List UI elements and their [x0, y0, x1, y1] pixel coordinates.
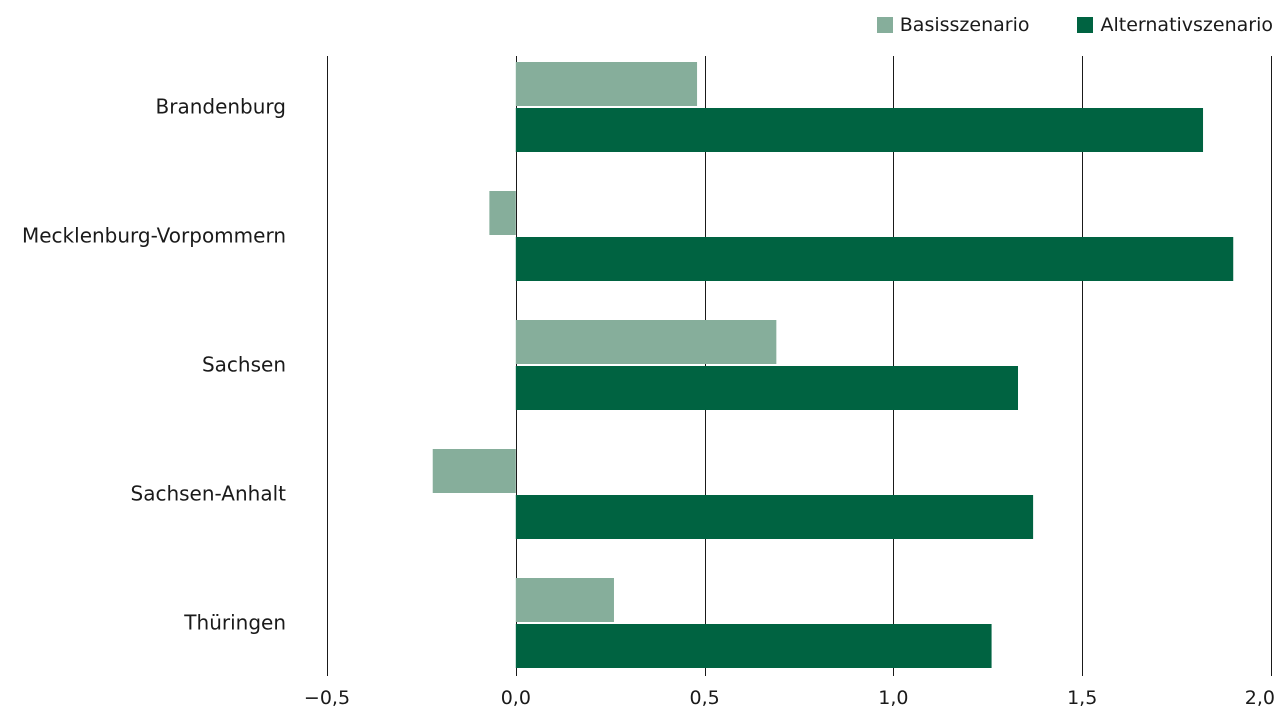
category-label-4: Thüringen — [183, 611, 286, 635]
bar-alternativ-2 — [515, 366, 1019, 410]
legend-label-basisszenario: Basisszenario — [899, 14, 1030, 36]
bar-basis-0 — [515, 62, 698, 106]
x-tick-label-4: 1,5 — [1067, 687, 1097, 709]
category-label-2: Sachsen — [202, 353, 286, 377]
category-label-0: Brandenburg — [156, 95, 287, 119]
category-label-3: Sachsen-Anhalt — [131, 482, 287, 506]
bar-basis-3 — [432, 449, 516, 493]
legend-label-alternativszenario: Alternativszenario — [1100, 14, 1273, 36]
bar-basis-1 — [489, 191, 516, 235]
x-tick-label-2: 0,5 — [689, 687, 719, 709]
x-tick-label-1: 0,0 — [501, 687, 531, 709]
chart-legend: Basisszenario Alternativszenario — [876, 14, 1273, 36]
legend-swatch-basisszenario — [876, 17, 893, 33]
bar-alternativ-1 — [515, 237, 1234, 281]
x-tick-label-3: 1,0 — [878, 687, 908, 709]
legend-swatch-alternativszenario — [1077, 17, 1094, 33]
bar-alternativ-0 — [515, 108, 1204, 152]
bar-alternativ-4 — [515, 624, 992, 668]
x-tick-label-0: −0,5 — [304, 687, 350, 709]
legend-item-alternativszenario: Alternativszenario — [1077, 14, 1273, 36]
bar-basis-2 — [515, 320, 777, 364]
bar-basis-4 — [515, 578, 614, 622]
bar-alternativ-3 — [515, 495, 1034, 539]
legend-item-basisszenario: Basisszenario — [876, 14, 1030, 36]
x-tick-label-5: 2,0 — [1245, 687, 1275, 709]
category-label-1: Mecklenburg-Vorpommern — [22, 224, 286, 248]
